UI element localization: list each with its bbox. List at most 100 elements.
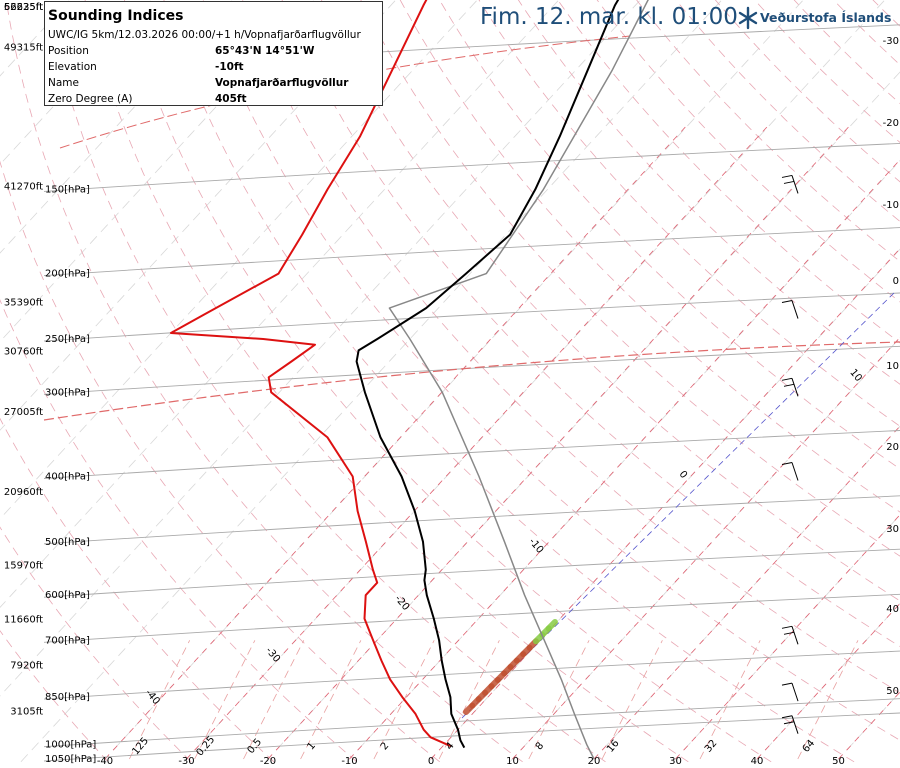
- wind-barb-flag: [781, 174, 793, 178]
- elevation-label: Elevation: [48, 61, 97, 73]
- wind-barb-flag: [783, 721, 795, 725]
- height-label: 7920ft: [10, 660, 43, 671]
- isobar-line: [43, 548, 900, 598]
- dewpoint-line: [169, 0, 452, 748]
- name-label: Name: [48, 77, 79, 89]
- adiabat-label: -40: [143, 687, 162, 707]
- wind-barb-staff: [791, 626, 799, 645]
- sounding-profiles: [169, 0, 649, 760]
- right-axis-label: 20: [886, 442, 899, 453]
- pressure-level-label: 1000[hPa]: [45, 740, 96, 751]
- dry-adiabat-line: [45, 0, 606, 763]
- wind-barb-icon: [781, 682, 799, 702]
- isobar-line: [43, 495, 900, 545]
- axis-labels: 1050[hPa] 1000[hPa] 850[hPa] 700[hPa] 600[hP…: [4, 2, 899, 767]
- dry-adiabat-line: [202, 0, 900, 741]
- wind-barb-staff: [791, 682, 799, 702]
- adiabat-label: -10: [526, 536, 545, 556]
- height-label: 15970ft: [4, 560, 43, 571]
- moist-adiabat-line: [430, 248, 900, 760]
- wind-barb-flag: [783, 180, 795, 184]
- mixing-ratio-label: 0.25: [195, 734, 218, 758]
- wind-barb-flag: [781, 300, 793, 304]
- right-axis-label: 0: [893, 276, 899, 287]
- dry-adiabat-line: [124, 0, 772, 763]
- moist-adiabat-line: [104, 123, 689, 760]
- isotherm-line: [0, 0, 71, 77]
- dry-adiabat-line: [793, 0, 900, 105]
- pressure-level-label: 400[hPa]: [45, 472, 90, 483]
- mixing-ratio-label: 8: [534, 740, 547, 752]
- wind-barb-staff: [791, 378, 799, 397]
- height-label: 27005ft: [4, 407, 43, 418]
- mixing-ratio-label: 1: [306, 740, 319, 752]
- mixing-ratio-line: [797, 640, 859, 760]
- isotherm-line: [509, 337, 900, 763]
- height-label: 20960ft: [4, 487, 43, 498]
- dry-adiabat-line: [833, 0, 900, 66]
- dry-adiabat-line: [478, 0, 900, 427]
- zero-degree-label: Zero Degree (A): [48, 93, 133, 105]
- adiabat-label: 10: [847, 367, 864, 384]
- dry-adiabat-line: [5, 0, 523, 763]
- right-axis-label: 40: [886, 604, 899, 615]
- parcel-line: [388, 0, 649, 760]
- dry-adiabat-line: [0, 160, 440, 763]
- mixing-ratio-line: [300, 640, 362, 760]
- adiabat-label: -20: [392, 593, 411, 613]
- dry-adiabat-line: [320, 0, 900, 602]
- pressure-level-label: 500[hPa]: [45, 537, 90, 548]
- moist-adiabat-line: [186, 123, 770, 760]
- isotherm-tick-label: 50: [832, 756, 845, 767]
- dry-adiabat-line: [281, 0, 900, 647]
- zero-degree-value: 405ft: [215, 93, 247, 105]
- dry-adiabat-line: [659, 0, 900, 762]
- moist-adiabat-line: [756, 602, 900, 760]
- temperature-line: [355, 0, 620, 749]
- mixing-ratio-line: [194, 640, 256, 760]
- pressure-level-label: 150[hPa]: [45, 184, 90, 195]
- forecast-time-title: Fim. 12. mar. kl. 01:00: [480, 4, 738, 30]
- height-label: 41270ft: [4, 182, 43, 193]
- isotherm-tick-label: 40: [751, 756, 764, 767]
- dry-adiabat-line: [0, 417, 275, 763]
- mixing-ratio-label: 2: [379, 740, 392, 752]
- isotherm-line: [0, 0, 275, 762]
- isobar-line: [43, 593, 900, 643]
- dry-adiabat-line: [242, 0, 900, 694]
- dry-adiabat-line: [360, 0, 900, 557]
- brand-name: Veðurstofa Íslands: [760, 10, 892, 25]
- isotherm-line: [265, 71, 900, 763]
- moist-adiabat-line: [593, 425, 900, 760]
- mixing-ratio-line: [438, 640, 500, 760]
- isotherm-line: [183, 0, 886, 763]
- isotherm-line: [346, 160, 900, 763]
- height-label: 3105ft: [10, 707, 43, 718]
- dry-adiabat-line: [675, 0, 900, 222]
- wind-barb-flag: [781, 377, 793, 381]
- wind-barb-flag: [781, 625, 793, 629]
- snowflake-icon: [738, 6, 758, 30]
- model-run-text: UWC/IG 5km/12.03.2026 00:00/+1 h/Vopnafj…: [48, 29, 361, 41]
- isotherm-line: [428, 248, 900, 763]
- isobar-line: [43, 345, 900, 395]
- right-axis-label: -30: [883, 36, 899, 47]
- right-axis-label: -20: [883, 118, 899, 129]
- dry-adiabat-line: [632, 0, 900, 762]
- isotherm-tick-label: -10: [341, 756, 357, 767]
- mixing-ratio-line: [129, 640, 191, 760]
- dry-adiabat-line: [714, 0, 900, 183]
- wind-barb-flag: [781, 462, 793, 466]
- wind-barbs: [781, 174, 799, 734]
- isobar-line: [43, 430, 900, 479]
- isotherm-tick-label: -20: [260, 756, 276, 767]
- dry-adiabat-line: [596, 0, 900, 303]
- boundary-layer-segment: [545, 619, 558, 632]
- wind-barb-flag: [783, 383, 795, 387]
- panel-title: Sounding Indices: [48, 8, 184, 24]
- pressure-level-label: 200[hPa]: [45, 269, 90, 280]
- height-label: 49315ft: [4, 42, 43, 53]
- dry-adiabat-line: [0, 630, 109, 763]
- right-axis-label: 50: [886, 686, 899, 697]
